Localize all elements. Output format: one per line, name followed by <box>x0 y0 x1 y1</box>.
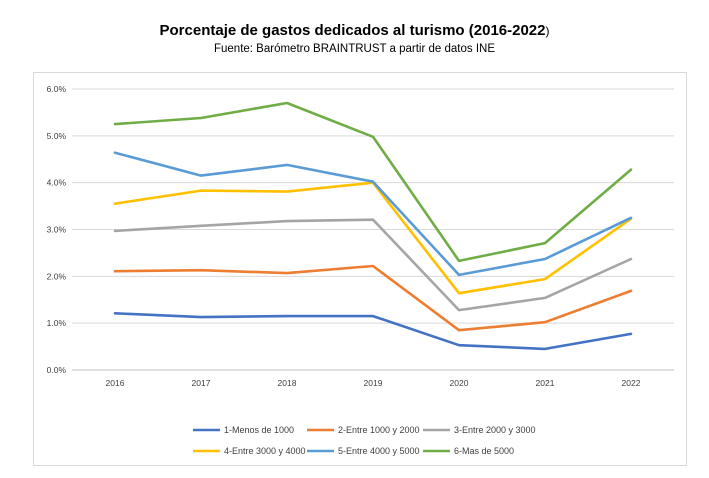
legend-label-2: 2-Entre 1000 y 2000 <box>338 425 420 435</box>
y-tick-label: 6.0% <box>47 84 67 94</box>
series-line-3 <box>113 218 633 312</box>
series-line-2 <box>113 264 633 332</box>
x-tick-label: 2017 <box>192 378 211 388</box>
chart-title-text: Porcentaje de gastos dedicados al turism… <box>159 22 546 39</box>
chart-title: Porcentaje de gastos dedicados al turism… <box>0 22 709 39</box>
y-tick-label: 2.0% <box>47 271 67 281</box>
legend-label-3: 3-Entre 2000 y 3000 <box>454 425 536 435</box>
y-tick-label: 5.0% <box>47 131 67 141</box>
legend-label-6: 6-Mas de 5000 <box>454 446 514 456</box>
series-line-6 <box>113 101 633 263</box>
x-tick-label: 2016 <box>106 378 125 388</box>
legend-label-1: 1-Menos de 1000 <box>224 425 294 435</box>
x-tick-label: 2018 <box>278 378 297 388</box>
y-tick-label: 3.0% <box>47 225 67 235</box>
series-line-5 <box>113 151 633 277</box>
chart-subtitle: Fuente: Barómetro BRAINTRUST a partir de… <box>213 43 495 55</box>
legend-label-4: 4-Entre 3000 y 4000 <box>224 446 306 456</box>
y-tick-label: 1.0% <box>47 318 67 328</box>
x-tick-label: 2022 <box>622 378 641 388</box>
legend-label-5: 5-Entre 4000 y 5000 <box>338 446 420 456</box>
chart-frame <box>33 72 687 466</box>
x-tick-label: 2020 <box>450 378 469 388</box>
y-tick-label: 0.0% <box>47 365 67 375</box>
y-tick-label: 4.0% <box>47 178 67 188</box>
chart-title-suffix: ) <box>545 24 550 38</box>
series-line-1 <box>113 311 633 351</box>
x-tick-label: 2021 <box>536 378 555 388</box>
x-tick-label: 2019 <box>364 378 383 388</box>
